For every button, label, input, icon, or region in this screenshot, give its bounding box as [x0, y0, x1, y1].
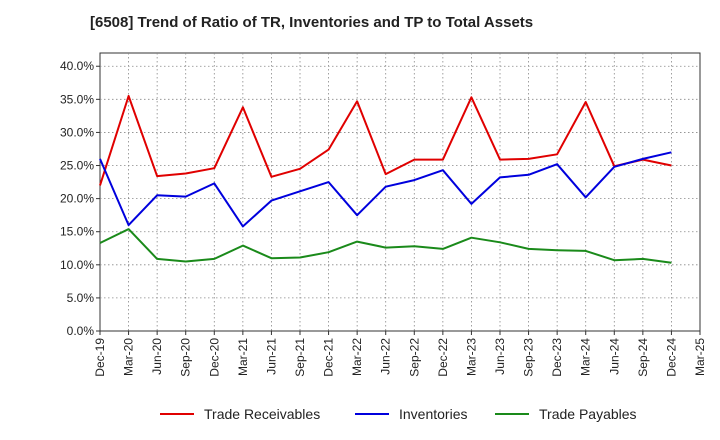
- chart-title: [6508] Trend of Ratio of TR, Inventories…: [90, 14, 534, 31]
- x-tick-label: Mar-22: [350, 338, 364, 376]
- legend-label: Trade Payables: [539, 406, 637, 422]
- series-line-trade-payables: [99, 228, 672, 264]
- series-line-trade-receivables: [99, 95, 672, 186]
- y-tick-label: 10.0%: [60, 258, 94, 272]
- series-line-inventories: [99, 151, 672, 228]
- x-tick-label: Sep-23: [522, 338, 536, 377]
- x-tick-label: Dec-24: [664, 338, 678, 377]
- y-tick-label: 0.0%: [67, 324, 95, 338]
- y-tick-label: 35.0%: [60, 92, 94, 106]
- x-tick-label: Dec-19: [93, 338, 107, 377]
- x-tick-label: Dec-22: [436, 338, 450, 377]
- x-tick-label: Mar-21: [236, 338, 250, 376]
- x-tick-label: Dec-21: [322, 338, 336, 377]
- x-tick-label: Sep-24: [636, 338, 650, 377]
- x-tick-label: Mar-23: [464, 338, 478, 376]
- x-tick-label: Sep-20: [179, 338, 193, 377]
- y-tick-label: 5.0%: [67, 291, 95, 305]
- x-tick-label: Jun-21: [264, 338, 278, 375]
- y-tick-label: 20.0%: [60, 192, 94, 206]
- x-tick-label: Mar-20: [122, 338, 136, 376]
- x-tick-label: Mar-25: [693, 338, 707, 376]
- y-tick-label: 30.0%: [60, 125, 94, 139]
- x-tick-label: Mar-24: [579, 338, 593, 376]
- x-tick-label: Dec-23: [550, 338, 564, 377]
- x-tick-label: Dec-20: [207, 338, 221, 377]
- y-tick-label: 25.0%: [60, 159, 94, 173]
- x-tick-label: Jun-20: [150, 338, 164, 375]
- plot-frame: [99, 52, 701, 332]
- legend-label: Trade Receivables: [204, 406, 320, 422]
- x-tick-label: Jun-23: [493, 338, 507, 375]
- x-tick-label: Jun-24: [607, 338, 621, 375]
- x-tick-label: Sep-21: [293, 338, 307, 377]
- x-tick-label: Jun-22: [379, 338, 393, 375]
- x-tick-label: Sep-22: [407, 338, 421, 377]
- y-tick-label: 15.0%: [60, 225, 94, 239]
- y-tick-label: 40.0%: [60, 59, 94, 73]
- legend-label: Inventories: [399, 406, 467, 422]
